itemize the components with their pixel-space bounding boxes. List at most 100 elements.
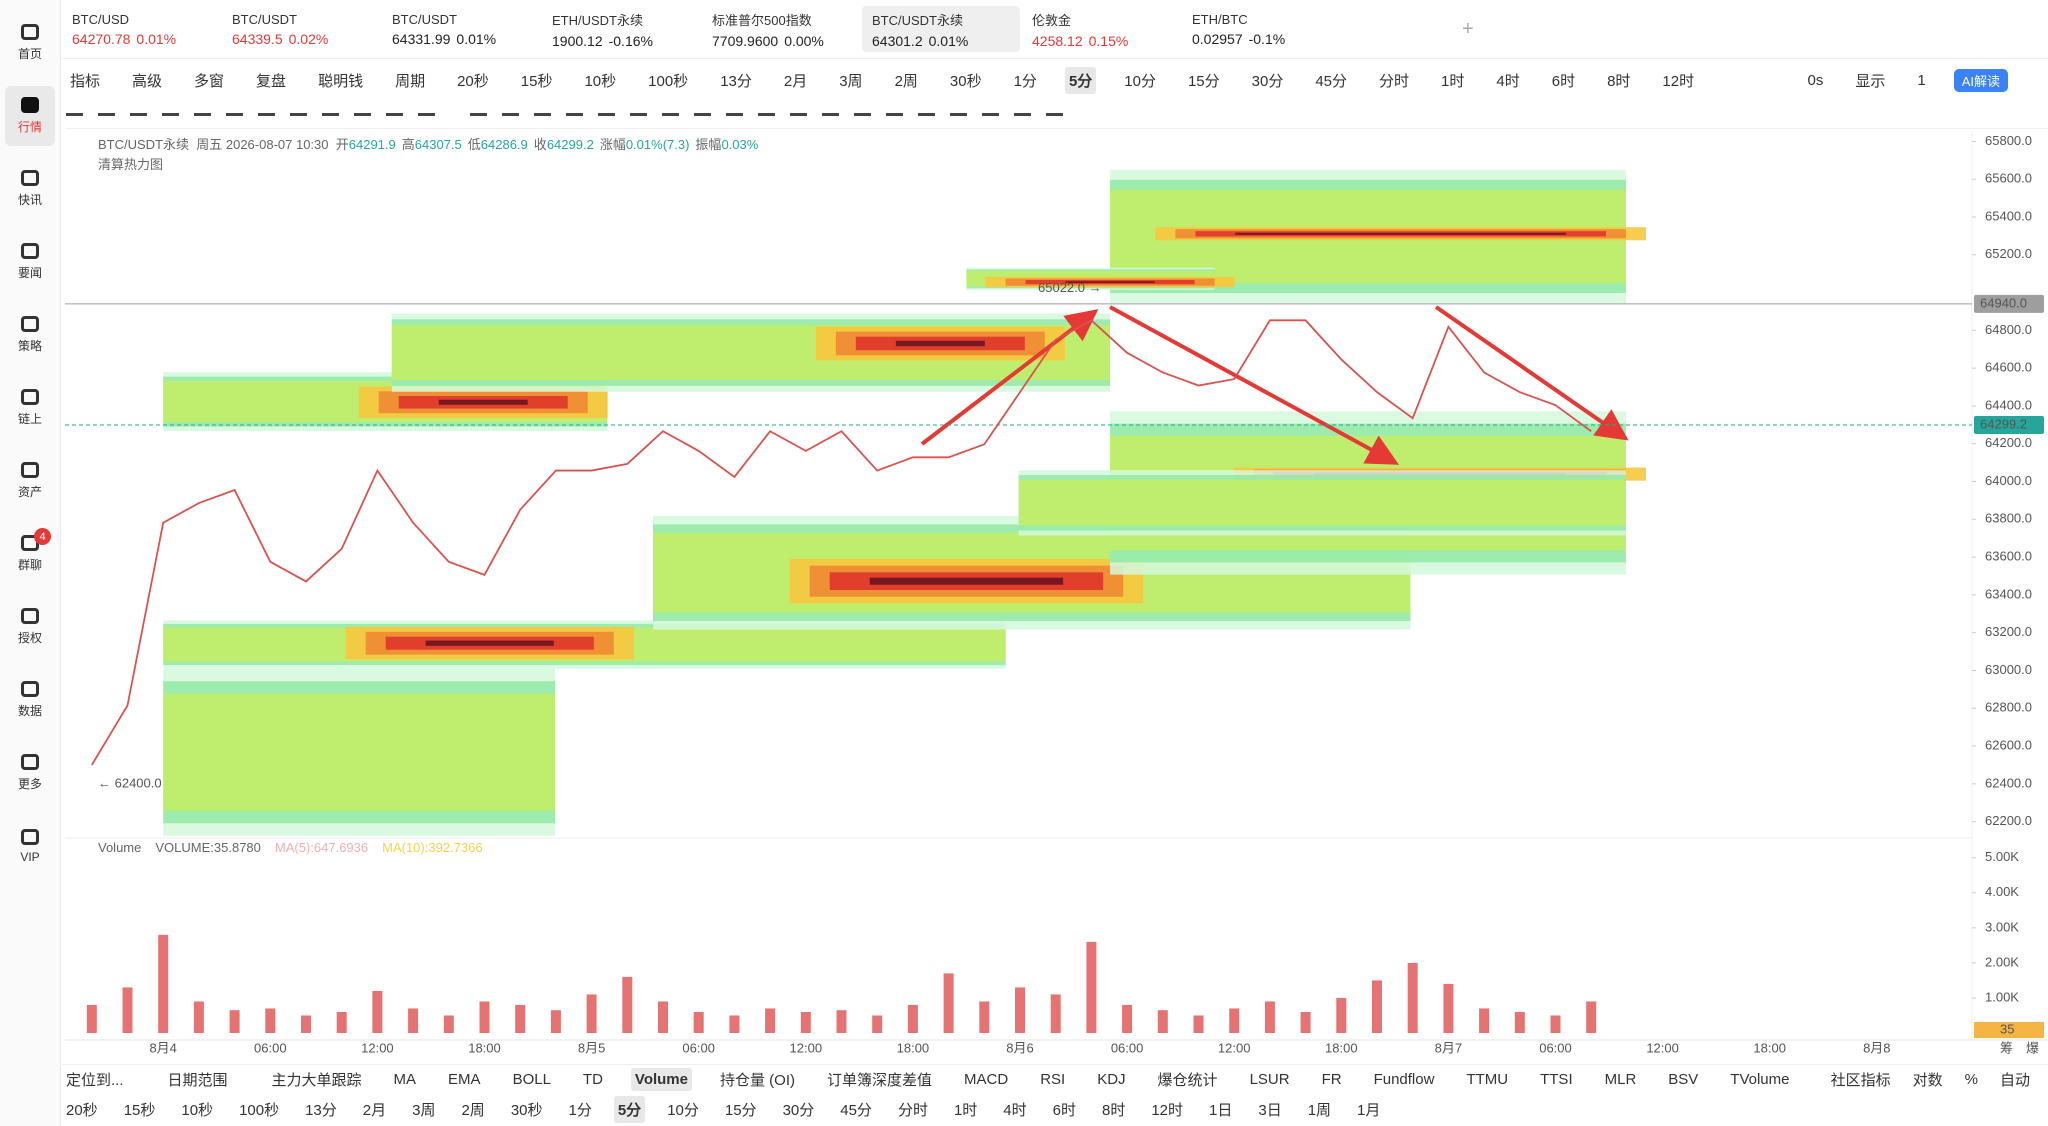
ticker-tab[interactable]: ETH/BTC 0.02957 -0.1%	[1182, 6, 1340, 52]
tool-icon[interactable]	[162, 112, 179, 116]
tool-icon[interactable]	[66, 112, 83, 116]
sidebar-item[interactable]: 更多	[5, 743, 55, 803]
period-item[interactable]: 3日	[1258, 1101, 1282, 1119]
period-item[interactable]: 10分	[667, 1101, 699, 1119]
toolbar-item[interactable]: 10秒	[584, 72, 617, 90]
period-item[interactable]: 2月	[362, 1101, 387, 1119]
tool-icon[interactable]	[790, 112, 807, 116]
ticker-tab[interactable]: BTC/USD 64270.78 0.01%	[62, 6, 220, 52]
tool-icon[interactable]	[598, 112, 615, 116]
ticker-tab[interactable]: ETH/USDT永续 1900.12 -0.16%	[542, 6, 700, 52]
indicator-item[interactable]: TTMU	[1466, 1070, 1509, 1088]
toolbar-item[interactable]: 5分	[1064, 66, 1097, 94]
indicator-item[interactable]: TD	[582, 1070, 603, 1088]
toolbar-item[interactable]: 45分	[1315, 72, 1348, 90]
period-item[interactable]: 15秒	[123, 1101, 156, 1119]
tool-icon[interactable]	[726, 112, 743, 116]
tool-icon[interactable]	[662, 112, 679, 116]
indicator-item[interactable]: 主力大单跟踪	[271, 1071, 362, 1089]
indicator-item[interactable]: RSI	[1040, 1070, 1066, 1088]
toolbar-item[interactable]: 2月	[783, 72, 808, 90]
tool-icon[interactable]	[854, 112, 871, 116]
toolbar-item[interactable]: 8时	[1607, 72, 1631, 90]
sidebar-item[interactable]: 行情	[5, 86, 55, 146]
indicator-left[interactable]: 日期范围	[167, 1071, 228, 1089]
ticker-tab[interactable]: BTC/USDT 64331.99 0.01%	[382, 6, 540, 52]
tool-icon[interactable]	[534, 112, 551, 116]
ticker-tab[interactable]: BTC/USDT 64339.5 0.02%	[222, 6, 380, 52]
indicator-item[interactable]: MA	[393, 1070, 417, 1088]
indicator-item[interactable]: Volume	[630, 1067, 692, 1091]
toolbar-item[interactable]: 复盘	[256, 72, 287, 90]
tool-icon[interactable]	[322, 112, 339, 116]
toolbar-item[interactable]: 3周	[839, 72, 863, 90]
indicator-right[interactable]: %	[1964, 1070, 1978, 1088]
toolbar-item[interactable]: 6时	[1551, 72, 1576, 90]
tool-icon[interactable]	[386, 112, 403, 116]
indicator-right[interactable]: 对数	[1912, 1071, 1943, 1089]
period-item[interactable]: 12时	[1151, 1101, 1184, 1119]
period-item[interactable]: 4时	[1003, 1101, 1027, 1119]
ai-button[interactable]: AI解读	[1953, 68, 2008, 92]
tool-icon[interactable]	[502, 112, 519, 116]
tool-icon[interactable]	[950, 112, 967, 116]
ticker-tab[interactable]: 标准普尔500指数 7709.9600 0.00%	[702, 6, 860, 52]
toolbar-item[interactable]: 12时	[1662, 72, 1695, 90]
period-item[interactable]: 30秒	[510, 1101, 543, 1119]
indicator-item[interactable]: LSUR	[1249, 1070, 1290, 1088]
toolbar-item[interactable]: 1分	[1013, 72, 1037, 90]
tool-icon[interactable]	[1014, 112, 1031, 116]
period-item[interactable]: 5分	[613, 1095, 646, 1123]
toolbar-item[interactable]: 2周	[894, 72, 918, 90]
tool-icon[interactable]	[630, 112, 647, 116]
toolbar-item[interactable]: 周期	[395, 72, 426, 90]
indicator-item[interactable]: KDJ	[1097, 1070, 1126, 1088]
period-item[interactable]: 45分	[840, 1101, 872, 1119]
period-item[interactable]: 3周	[412, 1101, 436, 1119]
period-item[interactable]: 1时	[953, 1101, 978, 1119]
period-item[interactable]: 13分	[305, 1101, 337, 1119]
period-item[interactable]: 8时	[1101, 1101, 1126, 1119]
toolbar-item[interactable]: 20秒	[457, 72, 489, 90]
indicator-item[interactable]: BSV	[1668, 1070, 1699, 1088]
indicator-item[interactable]: MLR	[1604, 1070, 1637, 1088]
indicator-left[interactable]: 定位到...	[66, 1071, 124, 1089]
tool-icon[interactable]	[98, 112, 115, 116]
period-item[interactable]: 20秒	[66, 1101, 98, 1119]
ticker-tab[interactable]: 伦敦金 4258.12 0.15%	[1022, 6, 1180, 52]
ticker-tab[interactable]: BTC/USDT永续 64301.2 0.01%	[862, 6, 1020, 52]
sidebar-item[interactable]: VIP	[5, 816, 55, 876]
period-item[interactable]: 30分	[782, 1101, 815, 1119]
tool-icon[interactable]	[130, 112, 147, 116]
tool-icon[interactable]	[694, 112, 711, 116]
period-item[interactable]: 1日	[1209, 1101, 1233, 1119]
add-tab[interactable]: +	[1462, 17, 1474, 40]
period-item[interactable]: 6时	[1052, 1101, 1076, 1119]
toolbar-item[interactable]: 多窗	[194, 72, 225, 90]
sidebar-item[interactable]: 快讯	[5, 159, 55, 219]
tool-icon[interactable]	[258, 112, 275, 116]
sidebar-item[interactable]: 授权	[5, 597, 55, 657]
period-item[interactable]: 2周	[461, 1101, 485, 1119]
toolbar-item[interactable]: 100秒	[648, 72, 689, 90]
sidebar-item[interactable]: 资产	[5, 451, 55, 511]
toolbar-item[interactable]: 0s	[1807, 71, 1824, 89]
indicator-item[interactable]: EMA	[448, 1070, 481, 1088]
toolbar-item[interactable]: 4时	[1496, 72, 1520, 90]
toolbar-item[interactable]: 30分	[1251, 72, 1284, 90]
tool-icon[interactable]	[566, 112, 583, 116]
sidebar-item[interactable]: 链上	[5, 378, 55, 438]
toolbar-item[interactable]: 1	[1917, 71, 1926, 89]
tool-icon[interactable]	[226, 112, 243, 116]
toolbar-item[interactable]: 1时	[1441, 72, 1465, 90]
period-item[interactable]: 1周	[1307, 1101, 1332, 1119]
toolbar-item[interactable]: 30秒	[949, 72, 982, 90]
period-item[interactable]: 15分	[724, 1101, 757, 1119]
tool-icon[interactable]	[758, 112, 775, 116]
indicator-item[interactable]: FR	[1321, 1070, 1342, 1088]
tool-icon[interactable]	[418, 112, 435, 116]
period-item[interactable]: 1月	[1357, 1101, 1381, 1119]
sidebar-item[interactable]: 群聊 4	[5, 524, 55, 584]
tool-icon[interactable]	[822, 112, 839, 116]
indicator-item[interactable]: BOLL	[512, 1070, 551, 1088]
